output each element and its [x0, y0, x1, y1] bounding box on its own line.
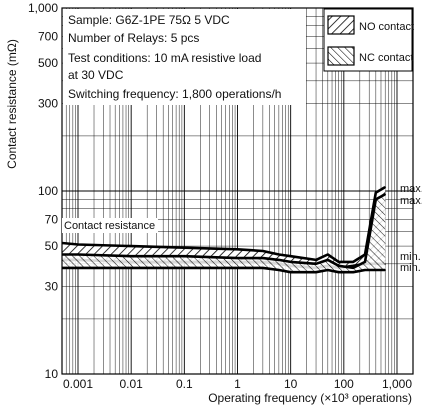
data-point-max [183, 246, 186, 249]
data-point-max [262, 250, 264, 252]
data-point-min [352, 271, 354, 273]
info-line-2: Number of Relays: 5 pcs [68, 31, 199, 45]
info-line-1: Sample: G6Z-1PE 75Ω 5 VDC [68, 13, 230, 27]
x-tick-label: 100 [334, 377, 354, 391]
legend-label-no: NO contact [359, 21, 414, 33]
data-point-max [337, 265, 340, 267]
legend-swatch-no [327, 15, 355, 35]
data-point-min [130, 267, 132, 269]
x-tick-label: 0.1 [176, 377, 193, 391]
data-point-max [289, 255, 292, 258]
data-point-min [384, 269, 387, 271]
data-point-min [337, 271, 340, 273]
data-point-min [315, 271, 317, 273]
legend: NO contact NC contact [323, 8, 414, 72]
data-point-max [384, 186, 387, 188]
data-point-max [327, 259, 329, 261]
legend-swatch-nc [327, 46, 355, 66]
data-point-max [375, 198, 377, 201]
data-point-max [337, 261, 340, 263]
data-point-min [236, 267, 239, 269]
band-label-background [62, 218, 158, 233]
data-point-max [315, 263, 317, 265]
data-point-min [278, 269, 280, 271]
x-tick-label: 1 [234, 377, 241, 391]
data-point-min [364, 269, 366, 271]
data-point-max [375, 191, 377, 194]
y-axis-ticks: 10 30 50 70 100 300 500 700 1,000 [28, 1, 58, 381]
data-point-max [278, 259, 280, 261]
data-point-max [77, 253, 79, 256]
data-point-min [289, 271, 292, 273]
data-point-max [236, 248, 239, 251]
plot-area [61, 7, 414, 375]
x-axis-ticks: 0.001 0.01 0.1 1 10 100 1,000 [63, 377, 412, 391]
data-point-max [278, 253, 280, 256]
x-tick-label: 0.01 [119, 377, 143, 391]
annotations: Contact resistance max. max. min. min. [62, 183, 422, 274]
y-tick-label: 700 [38, 29, 58, 43]
data-point-max [289, 261, 292, 263]
band-label: Contact resistance [64, 220, 155, 232]
y-tick-label: 50 [45, 239, 59, 253]
y-tick-label: 1,000 [28, 1, 58, 15]
data-point-max [236, 257, 239, 259]
data-point-max [130, 245, 132, 247]
info-line-3: Test conditions: 10 mA resistive load [68, 51, 261, 65]
data-point-min [352, 265, 354, 267]
x-axis-label: Operating frequency (×10³ operations) [208, 391, 412, 405]
data-point-min [327, 269, 329, 271]
data-point-min [262, 267, 264, 269]
series-band-nc [62, 194, 386, 273]
max-label-1: max. [400, 183, 422, 195]
data-point-min [183, 267, 186, 269]
data-point-max [77, 243, 79, 246]
y-tick-label: 300 [38, 97, 58, 111]
y-tick-label: 10 [45, 367, 59, 381]
x-tick-label: 0.001 [63, 377, 93, 391]
y-tick-label: 70 [45, 212, 59, 226]
data-point-max [315, 259, 317, 261]
min-label-2: min. [400, 262, 421, 274]
info-line-5: Switching frequency: 1,800 operations/h [68, 87, 281, 101]
x-tick-label: 1,000 [382, 377, 412, 391]
data-point-max [327, 253, 329, 256]
y-axis-label: Contact resistance (mΩ) [5, 39, 19, 169]
data-point-max [130, 255, 132, 258]
max-label-2: max. [400, 195, 422, 207]
data-point-max [384, 193, 387, 196]
data-point-max [183, 255, 186, 258]
data-point-max [352, 261, 354, 263]
y-tick-label: 100 [38, 184, 58, 198]
x-tick-label: 10 [284, 377, 298, 391]
data-point-max [262, 257, 264, 259]
data-point-max [364, 261, 366, 263]
series-bands [62, 185, 387, 274]
y-tick-label: 30 [45, 280, 59, 294]
data-point-min [77, 267, 79, 269]
info-line-4: at 30 VDC [68, 68, 124, 82]
data-point-min [375, 269, 377, 271]
legend-label-nc: NC contact [359, 52, 413, 64]
min-label-1: min. [400, 251, 421, 263]
data-point-max [352, 267, 354, 269]
info-box: Sample: G6Z-1PE 75Ω 5 VDC Number of Rela… [63, 9, 306, 105]
info-box-background [63, 9, 306, 105]
y-tick-label: 500 [38, 56, 58, 70]
